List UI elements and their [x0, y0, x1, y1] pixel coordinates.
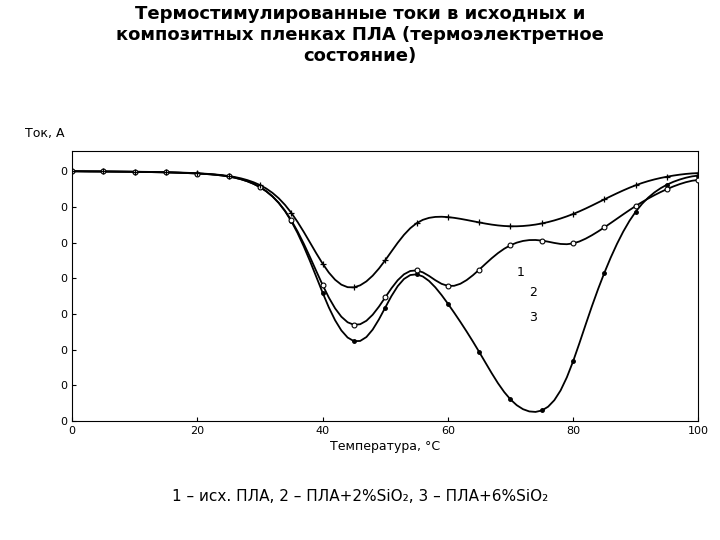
X-axis label: Температура, °C: Температура, °C	[330, 440, 440, 453]
Text: 3: 3	[529, 311, 537, 324]
Text: 2: 2	[529, 286, 537, 299]
Text: 1: 1	[517, 266, 525, 279]
Text: 1 – исх. ПЛА, 2 – ПЛА+2%SiO₂, 3 – ПЛА+6%SiO₂: 1 – исх. ПЛА, 2 – ПЛА+2%SiO₂, 3 – ПЛА+6%…	[172, 489, 548, 504]
Text: Термостимулированные токи в исходных и
композитных пленках ПЛА (термоэлектретное: Термостимулированные токи в исходных и к…	[116, 5, 604, 65]
Text: Ток, А: Ток, А	[25, 127, 65, 140]
